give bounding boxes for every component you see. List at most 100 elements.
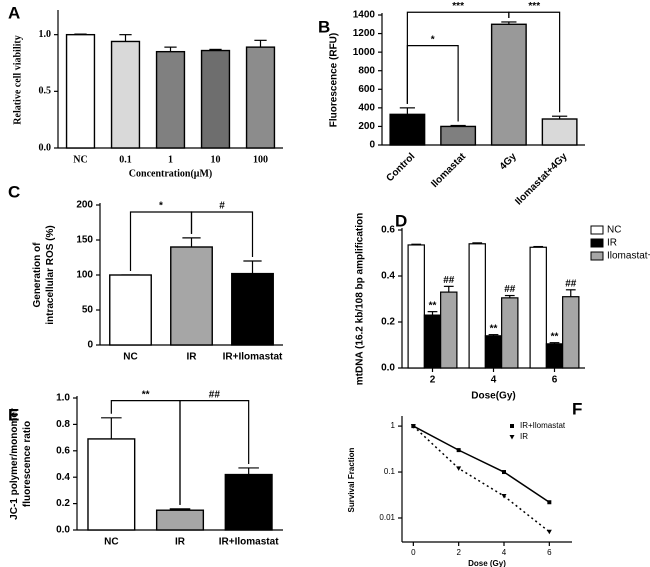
panel-letter: E <box>8 405 19 424</box>
x-tick-label: 2 <box>456 548 461 557</box>
panel: D 0.0 0.2 0.4 0.6 mtDNA (16.2 kb/108 bp ampli… <box>355 211 650 401</box>
bar <box>440 291 458 369</box>
y-tick-label: 0.5 <box>39 86 52 97</box>
x-tick-label: 0 <box>411 548 416 557</box>
bar <box>484 335 503 369</box>
y-tick-label: 50 <box>82 305 94 316</box>
significance-label: ## <box>209 389 221 400</box>
y-tick-label: 200 <box>358 121 375 132</box>
point <box>456 448 461 453</box>
y-axis-label: mtDNA (16.2 kb/108 bp amplification <box>355 213 366 385</box>
panel-letter: B <box>318 17 330 36</box>
x-axis-label: Dose (Gy) <box>468 559 506 567</box>
y-axis-label: JC-1 polymer/monomer <box>9 408 20 520</box>
y-tick-label: 0.4 <box>381 271 395 282</box>
y-tick-label: 100 <box>76 270 93 281</box>
legend-label: NC <box>607 225 621 236</box>
bar <box>490 23 527 146</box>
y-tick-label: 1000 <box>353 47 376 58</box>
x-tick-label: NC <box>123 352 137 363</box>
y-tick-label: 0.2 <box>56 498 70 509</box>
x-tick-label: 10 <box>211 154 221 165</box>
significance-label: ** <box>142 389 150 400</box>
significance-bracket <box>190 211 254 257</box>
legend-label: IR <box>520 432 528 441</box>
y-tick-label: 0.6 <box>56 445 70 456</box>
bar <box>231 272 274 346</box>
y-axis-label: Survival Fraction <box>347 447 356 512</box>
bar <box>200 49 231 149</box>
y-tick-label: 0 <box>369 140 375 151</box>
x-axis-label: Concentration(μM) <box>129 168 212 179</box>
legend-swatch <box>590 251 604 261</box>
panel: B 0 200 400 600 800 1000 1200 1400 Fluorescence (… <box>318 1 585 208</box>
y-tick-label: 1.0 <box>39 29 52 40</box>
y-tick-label: 1 <box>391 421 396 430</box>
x-tick-label: 1 <box>168 154 173 165</box>
point <box>456 466 462 471</box>
y-tick-label: 0.4 <box>56 472 70 483</box>
significance-bracket <box>179 400 250 505</box>
panel: F 0.01 0.1 1 Survival Fraction Dose (Gy) 0 2 4 6 I… <box>347 399 582 567</box>
y-tick-label: 0.0 <box>381 363 395 374</box>
bar <box>245 46 276 149</box>
significance-bracket <box>406 45 459 122</box>
significance-label: ## <box>565 278 577 289</box>
significance-label: ** <box>551 331 559 342</box>
panel-letter: A <box>8 3 20 22</box>
bar <box>224 473 273 531</box>
significance-label: ** <box>490 323 498 334</box>
x-axis-label: Dose(Gy) <box>471 391 515 402</box>
legend-label: IR+Ilomastat <box>520 421 566 430</box>
point <box>501 494 507 499</box>
significance-label: ## <box>443 275 455 286</box>
legend-marker <box>509 435 515 440</box>
bar <box>529 246 547 369</box>
bar <box>407 244 425 369</box>
x-tick-label: IR+Ilomastat <box>219 537 279 548</box>
y-axis-label: Fluorescence (RFU) <box>329 33 340 127</box>
y-tick-label: 1200 <box>353 28 376 39</box>
y-tick-label: 200 <box>76 200 93 211</box>
series-line <box>412 425 550 503</box>
x-tick-label: IR <box>187 352 198 363</box>
significance-label: *** <box>528 1 540 12</box>
x-tick-label: 6 <box>547 548 552 557</box>
y-tick-label: 150 <box>76 235 93 246</box>
y-tick-label: 0.0 <box>56 525 70 536</box>
x-tick-label: Ilomastat+4Gy <box>513 151 570 208</box>
y-tick-label: 800 <box>358 65 375 76</box>
panel-letter: D <box>395 211 407 230</box>
bar <box>155 50 186 149</box>
legend-label: IR <box>607 238 617 249</box>
y-axis-label: intracellular ROS (%) <box>45 225 56 324</box>
y-tick-label: 0.1 <box>384 467 396 476</box>
y-tick-label: 1.0 <box>56 393 70 404</box>
panel: C 0 50 100 150 200 Generation of intracellular … <box>8 182 283 362</box>
x-tick-label: 100 <box>253 154 268 165</box>
x-tick-label: 4 <box>491 375 497 386</box>
x-tick-label: 2 <box>430 375 436 386</box>
x-tick-label: NC <box>104 537 118 548</box>
bar <box>423 314 442 369</box>
point <box>547 500 552 505</box>
x-tick-label: 4Gy <box>498 151 519 172</box>
series-line <box>412 425 550 533</box>
bar <box>562 296 580 369</box>
bar <box>545 343 564 369</box>
y-tick-label: 400 <box>358 102 375 113</box>
bar <box>87 438 136 531</box>
x-tick-label: 0.1 <box>119 154 132 165</box>
bar <box>109 274 152 346</box>
x-tick-label: Control <box>384 151 417 184</box>
legend-marker <box>510 424 514 428</box>
significance-label: *** <box>452 1 464 12</box>
panel: A 0.0 0.5 1.0 Relative cell viability Concent… <box>8 3 283 179</box>
point <box>502 470 506 475</box>
x-tick-label: Ilomastat <box>429 151 468 190</box>
x-tick-label: IR+Ilomastat <box>223 352 283 363</box>
significance-label: * <box>431 34 435 45</box>
y-tick-label: 0.01 <box>379 513 395 522</box>
y-axis-label: Relative cell viability <box>12 35 23 124</box>
